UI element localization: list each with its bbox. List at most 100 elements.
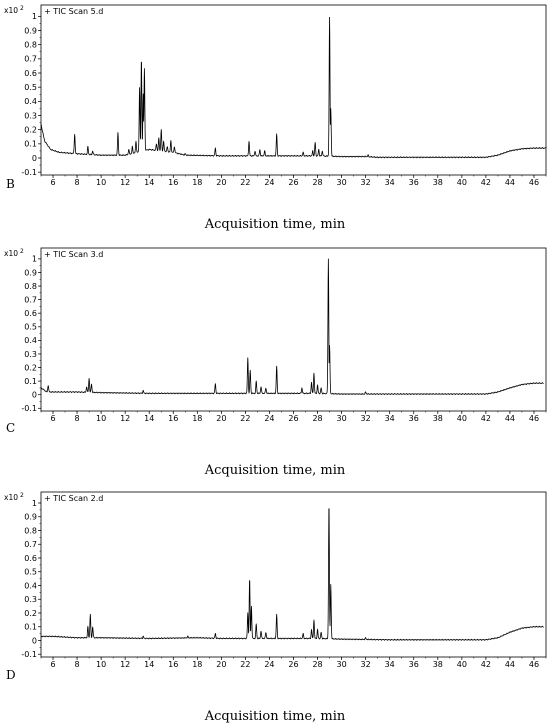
x-tick-label: 44 xyxy=(505,178,515,187)
x-tick-label: 46 xyxy=(529,178,539,187)
y-multiplier-exponent: 2 xyxy=(20,5,24,12)
x-tick-label: 10 xyxy=(96,178,106,187)
x-tick-label: 32 xyxy=(361,414,371,423)
x-tick-label: 8 xyxy=(75,660,80,669)
y-tick-label: 0.4 xyxy=(24,97,37,106)
y-tick-label: 0.4 xyxy=(24,581,37,590)
x-tick-label: 12 xyxy=(120,414,130,423)
y-tick-label: 0.6 xyxy=(24,554,37,563)
y-tick-label: 0.9 xyxy=(24,26,37,35)
x-tick-label: 10 xyxy=(96,660,106,669)
tic-series-line xyxy=(40,258,544,395)
x-tick-label: 18 xyxy=(192,660,202,669)
x-tick-label: 44 xyxy=(505,414,515,423)
x-tick-label: 38 xyxy=(433,660,443,669)
y-multiplier-base: x10 xyxy=(4,493,18,502)
chart-panel-c: -0.100.10.20.30.40.50.60.70.80.916 8 10 12 1… xyxy=(4,247,547,478)
y-multiplier: x10 2 xyxy=(4,5,24,15)
x-tick-label: 14 xyxy=(144,414,154,423)
y-tick-label: 0.7 xyxy=(24,540,37,549)
panel-label: C xyxy=(6,421,15,435)
y-tick-label: 1 xyxy=(32,255,37,264)
y-tick-label: 1 xyxy=(32,499,37,508)
x-tick-label: 26 xyxy=(288,660,298,669)
y-tick-label: 0.2 xyxy=(24,125,37,134)
y-tick-label: 0.1 xyxy=(24,140,37,149)
x-tick-label: 16 xyxy=(168,178,178,187)
x-tick-label: 46 xyxy=(529,414,539,423)
x-tick-label: 46 xyxy=(529,660,539,669)
x-axis-label: Acquisition time, min xyxy=(204,217,346,232)
y-tick-label: 0.9 xyxy=(24,513,37,522)
x-tick-label: 32 xyxy=(361,178,371,187)
x-tick-label: 32 xyxy=(361,660,371,669)
plot-frame xyxy=(40,247,547,412)
y-multiplier-base: x10 xyxy=(4,6,18,15)
x-tick-label: 28 xyxy=(312,178,322,187)
series-legend: + TIC Scan 5.d xyxy=(44,7,103,16)
x-tick-label: 18 xyxy=(192,178,202,187)
x-tick-label: 36 xyxy=(409,178,419,187)
x-tick-label: 24 xyxy=(264,660,274,669)
y-multiplier: x10 2 xyxy=(4,492,24,502)
x-tick-label: 8 xyxy=(75,414,80,423)
tic-series-line xyxy=(40,508,544,641)
y-tick-label: 0.8 xyxy=(24,526,37,535)
y-tick-label: 0.2 xyxy=(24,363,37,372)
x-tick-label: 16 xyxy=(168,414,178,423)
x-tick-label: 26 xyxy=(288,178,298,187)
x-tick-label: 30 xyxy=(337,178,347,187)
x-tick-label: 6 xyxy=(50,660,55,669)
x-tick-label: 36 xyxy=(409,414,419,423)
y-tick-label: -0.1 xyxy=(21,650,37,659)
y-tick-label: 0.4 xyxy=(24,336,37,345)
y-tick-label: 0.1 xyxy=(24,377,37,386)
chart-panel-d: -0.100.10.20.30.40.50.60.70.80.916 8 10 12 1… xyxy=(4,491,547,724)
y-tick-label: 0.5 xyxy=(24,568,37,577)
x-tick-label: 36 xyxy=(409,660,419,669)
x-tick-label: 40 xyxy=(457,660,467,669)
x-tick-label: 42 xyxy=(481,178,491,187)
x-tick-label: 6 xyxy=(50,414,55,423)
y-multiplier-exponent: 2 xyxy=(20,492,24,499)
y-tick-label: 1 xyxy=(32,12,37,21)
plot-frame xyxy=(40,4,547,176)
panel-label: B xyxy=(6,177,15,191)
chart-panel-b: -0.100.10.20.30.40.50.60.70.80.916 8 10 12 1… xyxy=(4,4,547,232)
x-tick-label: 34 xyxy=(385,178,395,187)
panel-label: D xyxy=(6,668,16,682)
y-tick-label: 0.3 xyxy=(24,111,37,120)
y-tick-label: 0.3 xyxy=(24,595,37,604)
x-tick-label: 12 xyxy=(120,660,130,669)
x-tick-label: 8 xyxy=(75,178,80,187)
x-axis-label: Acquisition time, min xyxy=(204,463,346,478)
y-tick-label: 0.8 xyxy=(24,40,37,49)
y-tick-label: 0.5 xyxy=(24,323,37,332)
x-tick-label: 40 xyxy=(457,178,467,187)
x-tick-label: 38 xyxy=(433,178,443,187)
x-tick-label: 14 xyxy=(144,660,154,669)
plot-frame xyxy=(40,491,547,658)
x-tick-label: 42 xyxy=(481,660,491,669)
y-tick-label: 0.5 xyxy=(24,83,37,92)
x-tick-label: 16 xyxy=(168,660,178,669)
x-tick-label: 30 xyxy=(337,660,347,669)
x-tick-label: 20 xyxy=(216,660,226,669)
x-tick-label: 10 xyxy=(96,414,106,423)
x-tick-label: 20 xyxy=(216,414,226,423)
y-tick-label: -0.1 xyxy=(21,168,37,177)
y-tick-label: 0.7 xyxy=(24,55,37,64)
x-tick-label: 42 xyxy=(481,414,491,423)
x-tick-label: 44 xyxy=(505,660,515,669)
x-tick-label: 22 xyxy=(240,178,250,187)
x-tick-label: 38 xyxy=(433,414,443,423)
y-tick-label: 0 xyxy=(32,391,37,400)
x-tick-label: 28 xyxy=(312,414,322,423)
x-tick-label: 40 xyxy=(457,414,467,423)
x-tick-label: 28 xyxy=(312,660,322,669)
y-tick-label: 0 xyxy=(32,154,37,163)
tic-series-line xyxy=(40,16,547,159)
x-tick-label: 20 xyxy=(216,178,226,187)
y-tick-label: -0.1 xyxy=(21,404,37,413)
